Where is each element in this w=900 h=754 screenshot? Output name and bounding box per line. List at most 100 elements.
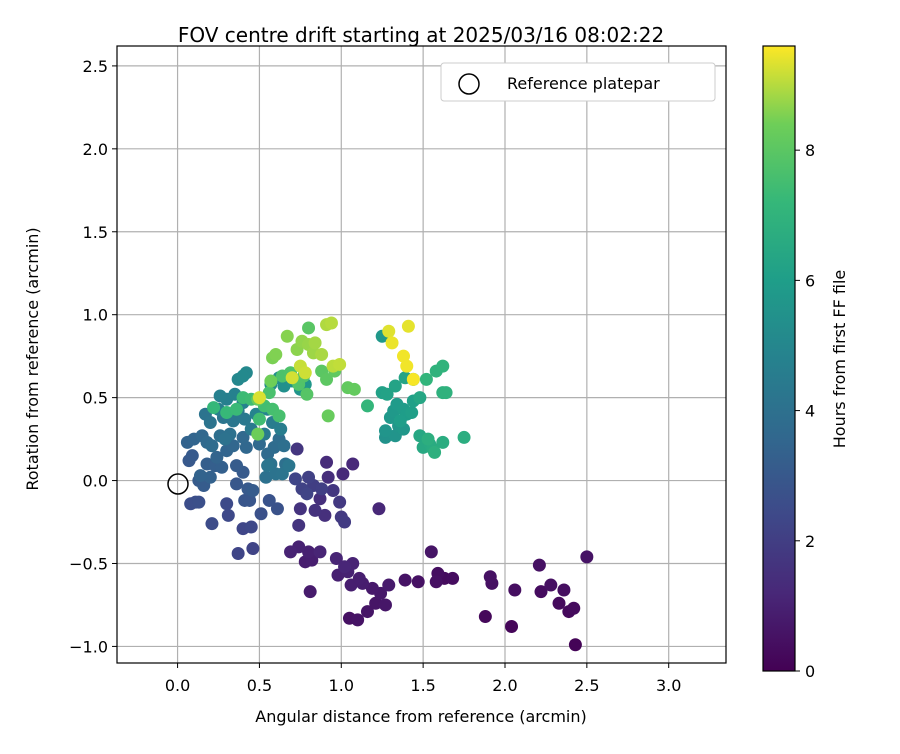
data-point — [544, 578, 558, 592]
data-point — [185, 449, 199, 463]
data-point — [424, 545, 438, 559]
data-point — [380, 387, 394, 401]
axis-ticks: 0.0 0.5 1.0 1.5 2.0 2.5 3.0 −1.0 −0.5 0.0 0.5 1.0 1.… — [69, 57, 681, 695]
data-point — [382, 324, 396, 338]
y-axis-label: Rotation from reference (arcmin) — [23, 227, 42, 490]
data-point — [352, 571, 366, 585]
x-tick-label: 2.5 — [574, 676, 599, 695]
data-point — [369, 596, 383, 610]
data-point — [270, 502, 284, 516]
data-point — [246, 542, 260, 556]
legend: Reference platepar — [440, 62, 716, 102]
data-point — [262, 493, 276, 507]
data-point — [290, 442, 304, 456]
colorbar-tick-label: 4 — [805, 402, 815, 421]
data-point — [302, 545, 316, 559]
data-point — [365, 581, 379, 595]
data-point — [308, 336, 322, 350]
data-point — [315, 482, 329, 496]
data-point — [329, 552, 343, 566]
data-point — [321, 470, 335, 484]
data-point — [205, 439, 219, 453]
data-point — [400, 359, 414, 373]
data-point — [300, 387, 314, 401]
data-point — [532, 558, 546, 572]
data-point — [347, 382, 361, 396]
data-point — [396, 349, 410, 363]
data-point — [207, 401, 221, 415]
data-point — [193, 469, 207, 483]
data-point — [378, 424, 392, 438]
data-point — [552, 596, 566, 610]
data-point — [285, 371, 299, 385]
x-tick-label: 1.5 — [410, 676, 435, 695]
legend-box — [440, 62, 716, 102]
data-point — [252, 412, 266, 426]
data-point — [346, 457, 360, 471]
data-point — [483, 570, 497, 584]
data-point — [336, 467, 350, 481]
data-point — [321, 409, 335, 423]
x-tick-label: 0.5 — [247, 676, 272, 695]
data-point — [478, 610, 492, 624]
data-point — [288, 472, 302, 486]
data-point — [254, 507, 268, 521]
data-point — [230, 402, 244, 416]
data-point — [413, 391, 427, 405]
data-point — [282, 459, 296, 473]
data-point — [203, 416, 217, 430]
data-point — [220, 497, 234, 511]
data-point — [220, 406, 234, 420]
data-point — [303, 585, 317, 599]
data-point — [505, 620, 519, 634]
y-tick-label: −1.0 — [69, 637, 108, 656]
data-point — [338, 515, 352, 529]
data-point — [262, 386, 276, 400]
data-point — [302, 321, 316, 335]
plot-frame — [116, 45, 727, 664]
colorbar-label: Hours from first FF file — [830, 270, 849, 449]
data-point — [280, 329, 294, 343]
data-point — [421, 432, 435, 446]
data-point — [333, 495, 347, 509]
data-point — [308, 503, 322, 517]
colorbar-ticks: 0 2 4 6 8 — [795, 141, 815, 681]
data-point — [230, 459, 244, 473]
data-point — [236, 369, 250, 383]
data-point — [239, 440, 253, 454]
data-point — [284, 545, 298, 559]
x-axis-label: Angular distance from reference (arcmin) — [255, 707, 586, 726]
data-point — [274, 422, 288, 436]
data-point — [508, 583, 522, 597]
data-point — [388, 379, 402, 393]
data-point — [230, 477, 244, 491]
data-point — [457, 430, 471, 444]
legend-label: Reference platepar — [507, 74, 660, 93]
data-point — [246, 484, 260, 498]
data-point — [436, 359, 450, 373]
data-point — [251, 427, 265, 441]
y-tick-label: 2.0 — [83, 140, 108, 159]
data-point — [411, 575, 425, 589]
data-point — [292, 518, 306, 532]
data-point — [218, 432, 232, 446]
data-points — [180, 316, 594, 652]
data-point — [557, 583, 571, 597]
data-point — [238, 412, 252, 426]
data-point — [446, 571, 460, 585]
data-point — [315, 348, 329, 361]
x-tick-label: 0.0 — [165, 676, 190, 695]
data-point — [436, 435, 450, 449]
chart-title: FOV centre drift starting at 2025/03/16 … — [178, 23, 664, 47]
data-point — [338, 560, 352, 574]
data-point — [406, 372, 420, 386]
data-point — [360, 399, 374, 413]
colorbar-gradient — [762, 45, 796, 672]
data-point — [313, 545, 327, 559]
data-point — [372, 502, 386, 516]
y-tick-label: 1.0 — [83, 306, 108, 325]
data-point — [313, 492, 327, 506]
colorbar-tick-label: 2 — [805, 532, 815, 551]
data-point — [215, 460, 229, 474]
